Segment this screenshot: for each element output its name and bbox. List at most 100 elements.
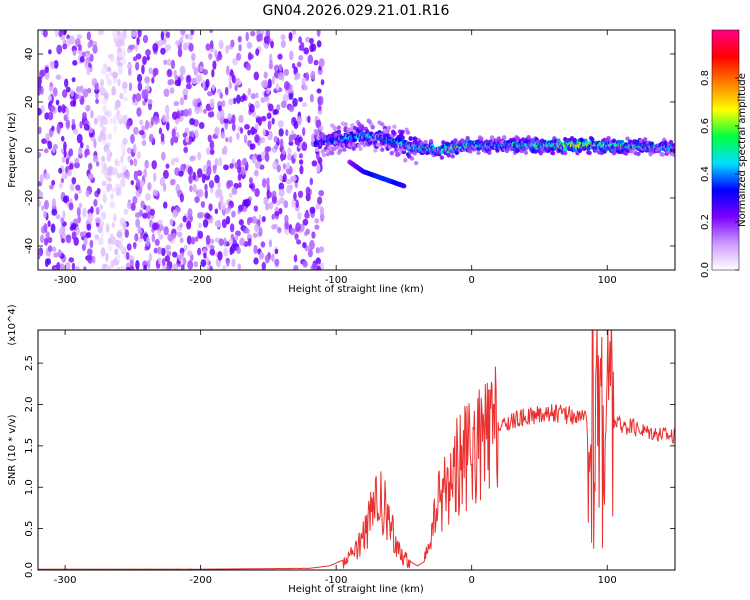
heatmap-noise-cell — [294, 72, 301, 80]
heatmap-noise-cell — [161, 151, 166, 161]
heatmap-noise-cell — [193, 261, 198, 268]
heatmap-noise-cell — [288, 105, 295, 111]
heatmap-noise-cell — [229, 223, 235, 233]
heatmap-noise-cell — [89, 56, 94, 62]
heatmap-ridge-cell — [672, 152, 675, 158]
heatmap-noise-cell — [239, 127, 244, 134]
heatmap-ridge-cell — [332, 126, 338, 131]
heatmap-noise-cell — [71, 118, 76, 126]
heatmap-ridge-cell — [405, 130, 411, 135]
heatmap-noise-cell — [301, 102, 308, 108]
heatmap-noise-cell — [165, 163, 170, 169]
heatmap-ridge-cell — [373, 148, 378, 153]
heatmap-noise-cell — [316, 163, 321, 173]
heatmap-noise-cell — [153, 247, 158, 254]
heatmap-noise-cell — [111, 236, 117, 245]
heatmap-noise-cell — [263, 71, 268, 79]
heatmap-noise-cell — [166, 121, 170, 131]
heatmap-noise-cell — [206, 147, 211, 156]
heatmap-noise-cell — [309, 177, 314, 186]
heatmap-noise-cell — [182, 215, 187, 223]
heatmap-noise-cell — [171, 111, 178, 120]
heatmap-noise-cell — [95, 161, 100, 167]
heatmap-ridge-cell — [611, 138, 617, 143]
heatmap-noise-cell — [195, 74, 201, 85]
heatmap-noise-cell — [274, 210, 280, 217]
heatmap-noise-cell — [47, 220, 51, 228]
heatmap-noise-cell — [85, 104, 91, 112]
heatmap-noise-cell — [284, 214, 289, 224]
y-tick-label: 0 — [24, 147, 35, 153]
heatmap-noise-cell — [129, 159, 134, 166]
heatmap-noise-cell — [137, 30, 142, 38]
heatmap-noise-cell — [100, 78, 104, 88]
heatmap-noise-cell — [63, 141, 67, 151]
heatmap-noise-cell — [74, 265, 80, 270]
heatmap-noise-cell — [231, 258, 236, 268]
heatmap-noise-cell — [74, 193, 79, 201]
heatmap-noise-cell — [130, 133, 135, 144]
heatmap-ridge-cell — [351, 146, 356, 151]
heatmap-noise-cell — [118, 65, 122, 74]
heatmap-noise-cell — [38, 249, 41, 260]
snr-x-axis-label: Height of straight line (km) — [288, 584, 424, 595]
heatmap-noise-cell — [185, 33, 189, 40]
heatmap-noise-cell — [188, 174, 193, 185]
heatmap-noise-cell — [212, 164, 217, 175]
heatmap-noise-cell — [97, 237, 104, 246]
heatmap-ridge-cell — [476, 150, 481, 156]
heatmap-noise-cell — [231, 210, 236, 218]
heatmap-noise-cell — [51, 208, 58, 216]
heatmap-noise-cell — [293, 254, 298, 263]
heatmap-noise-cell — [293, 264, 299, 270]
heatmap-noise-cell — [132, 195, 138, 205]
heatmap-noise-cell — [135, 218, 140, 228]
heatmap-noise-cell — [273, 135, 279, 143]
heatmap-noise-cell — [208, 203, 213, 212]
heatmap-noise-cell — [160, 47, 166, 55]
heatmap-noise-cell — [103, 163, 107, 172]
heatmap-noise-cell — [214, 174, 220, 184]
heatmap-noise-cell — [202, 79, 206, 89]
heatmap-noise-cell — [163, 226, 169, 236]
heatmap-noise-cell — [166, 250, 172, 257]
heatmap-noise-cell — [262, 128, 266, 136]
heatmap-noise-cell — [317, 96, 322, 106]
heatmap-noise-cell — [126, 63, 133, 70]
heatmap-noise-cell — [217, 53, 223, 61]
heatmap-noise-cell — [206, 90, 213, 97]
heatmap-noise-cell — [267, 103, 274, 112]
heatmap-ridge-cell — [563, 150, 568, 156]
heatmap-noise-cell — [234, 235, 239, 241]
heatmap-noise-cell — [204, 189, 208, 199]
heatmap-noise-cell — [311, 262, 318, 270]
heatmap-noise-cell — [72, 97, 77, 107]
heatmap-noise-cell — [179, 222, 184, 229]
heatmap-noise-cell — [277, 226, 282, 234]
heatmap-noise-cell — [79, 56, 85, 63]
heatmap-branch-cell — [401, 183, 407, 189]
heatmap-noise-cell — [288, 134, 293, 144]
heatmap-noise-cell — [58, 182, 63, 189]
heatmap-noise-cell — [160, 30, 165, 41]
heatmap-noise-cell — [280, 34, 286, 41]
heatmap-noise-cell — [135, 61, 140, 71]
heatmap-noise-cell — [200, 259, 207, 267]
heatmap-noise-cell — [106, 264, 112, 270]
heatmap-noise-cell — [237, 35, 242, 43]
heatmap-noise-cell — [251, 215, 257, 224]
heatmap-noise-cell — [139, 209, 143, 217]
heatmap-noise-cell — [74, 157, 80, 164]
heatmap-noise-cell — [38, 126, 42, 135]
heatmap-noise-cell — [261, 215, 266, 223]
heatmap-noise-cell — [307, 248, 313, 258]
heatmap-noise-cell — [132, 56, 138, 62]
heatmap-noise-cell — [95, 92, 99, 100]
heatmap-noise-cell — [271, 213, 275, 220]
heatmap-noise-cell — [126, 243, 132, 251]
heatmap-noise-cell — [152, 68, 157, 78]
heatmap-noise-cell — [316, 40, 322, 48]
heatmap-noise-cell — [298, 153, 303, 159]
heatmap-noise-cell — [141, 139, 147, 147]
heatmap-noise-cell — [55, 214, 61, 220]
